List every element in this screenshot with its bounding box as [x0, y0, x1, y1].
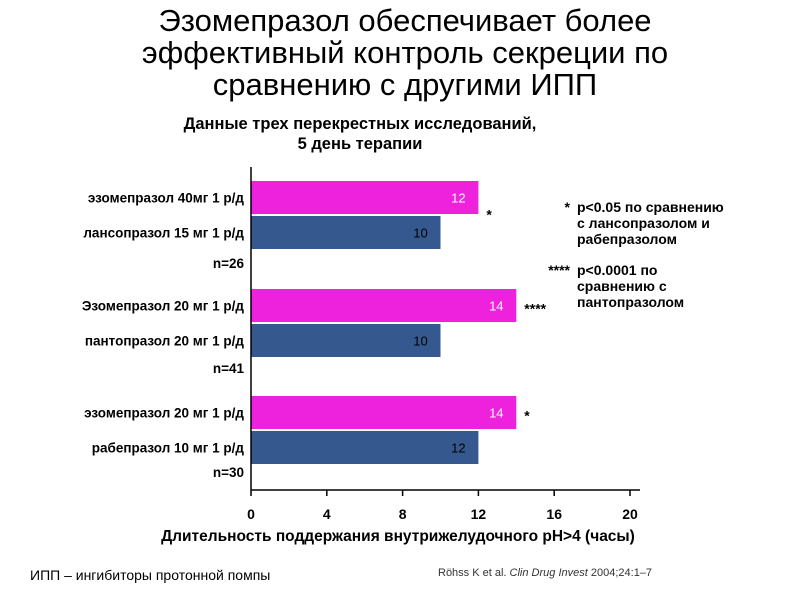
- bar-value-label: 10: [413, 226, 427, 241]
- legend-note-1-line-1: р<0.05 по сравнению: [577, 199, 724, 215]
- group-n-label: n=30: [213, 465, 244, 480]
- bar-value-label: 12: [451, 191, 465, 206]
- slide-title-line-3: сравнению с другими ИПП: [212, 67, 598, 102]
- bar: [251, 396, 517, 429]
- significance-mark: *: [524, 408, 530, 424]
- chart-subtitle-line-2: 5 день терапии: [297, 135, 423, 153]
- footnote: ИПП – ингибиторы протонной помпы: [30, 567, 271, 583]
- x-axis-label: Длительность поддержания внутрижелудочно…: [161, 528, 635, 545]
- bar-value-label: 10: [413, 334, 427, 349]
- legend-note-2-line-3: пантопразолом: [577, 294, 685, 310]
- legend-note-1: р<0.05 по сравнению с лансопразолом и ра…: [577, 199, 724, 247]
- category-label: эзомепразол 20 мг 1 р/д: [84, 406, 244, 421]
- bar: [251, 289, 517, 322]
- bar: [251, 431, 479, 464]
- legend-mark-1: *: [564, 199, 570, 215]
- x-tick-label: 16: [546, 506, 562, 522]
- slide-title-line-2: эффективный контроль секреции по: [141, 35, 669, 70]
- citation-journal: Clin Drug Invest: [509, 567, 588, 579]
- significance-mark: *: [486, 207, 492, 223]
- group-n-label: n=41: [213, 361, 245, 376]
- slide-title: Эзомепразол обеспечивает более эффективн…: [40, 5, 770, 101]
- x-tick-label: 8: [399, 506, 407, 522]
- bar: [251, 181, 479, 214]
- category-label: эзомепразол 40мг 1 р/д: [88, 191, 245, 206]
- bar: [251, 324, 441, 357]
- legend-note-2-line-1: р<0.0001 по: [577, 262, 658, 278]
- category-label: пантопразол 20 мг 1 р/д: [85, 334, 245, 349]
- x-tick-label: 4: [323, 506, 331, 522]
- group-n-label: n=26: [213, 256, 245, 271]
- x-tick-label: 20: [622, 506, 638, 522]
- citation: Röhss K et al. Clin Drug Invest 2004;24:…: [438, 567, 652, 579]
- chart-subtitle-line-1: Данные трех перекрестных исследований,: [183, 115, 537, 133]
- citation-authors: Röhss K et al.: [438, 567, 507, 579]
- significance-mark: ****: [524, 301, 546, 317]
- category-label: лансопразол 15 мг 1 р/д: [83, 226, 244, 241]
- bar-value-label: 14: [489, 406, 503, 421]
- citation-ref: 2004;24:1–7: [590, 567, 653, 579]
- legend-note-2-line-2: сравнению с: [577, 278, 667, 294]
- x-tick-label: 12: [471, 506, 487, 522]
- slide-title-line-1: Эзомепразол обеспечивает более: [158, 3, 652, 38]
- category-label: рабепразол 10 мг 1 р/д: [92, 441, 245, 456]
- bar: [251, 216, 441, 249]
- x-tick-label: 0: [247, 506, 255, 522]
- category-label: Эзомепразол 20 мг 1 р/д: [82, 299, 245, 314]
- bar-value-label: 14: [489, 299, 503, 314]
- legend-note-1-line-3: рабепразолом: [577, 231, 677, 247]
- legend-note-1-line-2: с лансопразолом и: [577, 215, 710, 231]
- chart-subtitle: Данные трех перекрестных исследований, 5…: [150, 114, 570, 154]
- bar-value-label: 12: [451, 441, 465, 456]
- legend-note-2: р<0.0001 по сравнению с пантопразолом: [577, 262, 684, 310]
- legend-mark-2: ****: [548, 262, 570, 278]
